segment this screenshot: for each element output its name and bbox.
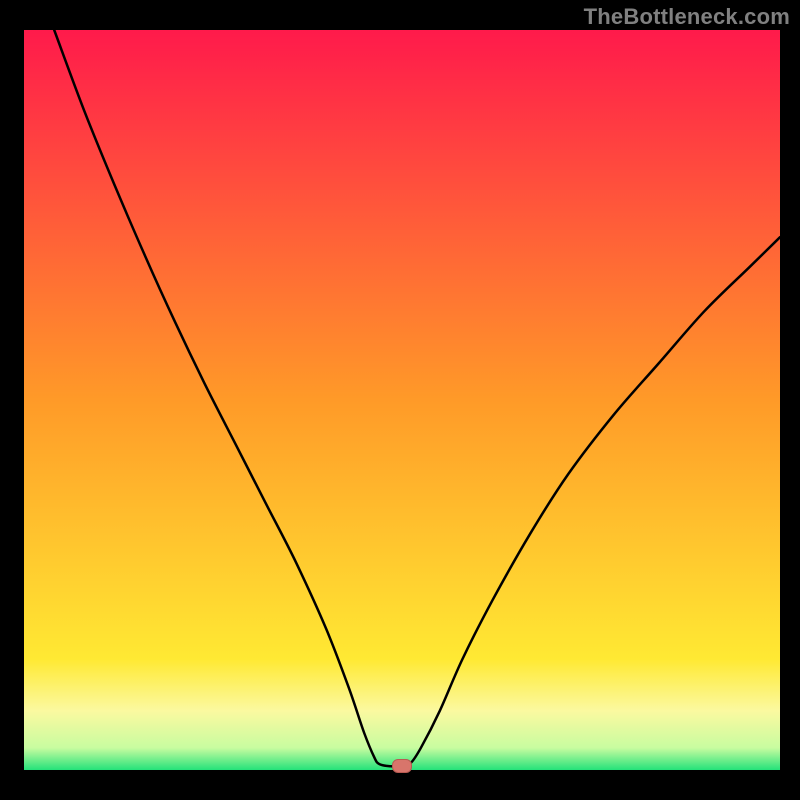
- bottleneck-curve: [0, 0, 800, 800]
- chart-container: TheBottleneck.com: [0, 0, 800, 800]
- watermark-text: TheBottleneck.com: [584, 4, 790, 30]
- optimum-marker: [392, 759, 412, 773]
